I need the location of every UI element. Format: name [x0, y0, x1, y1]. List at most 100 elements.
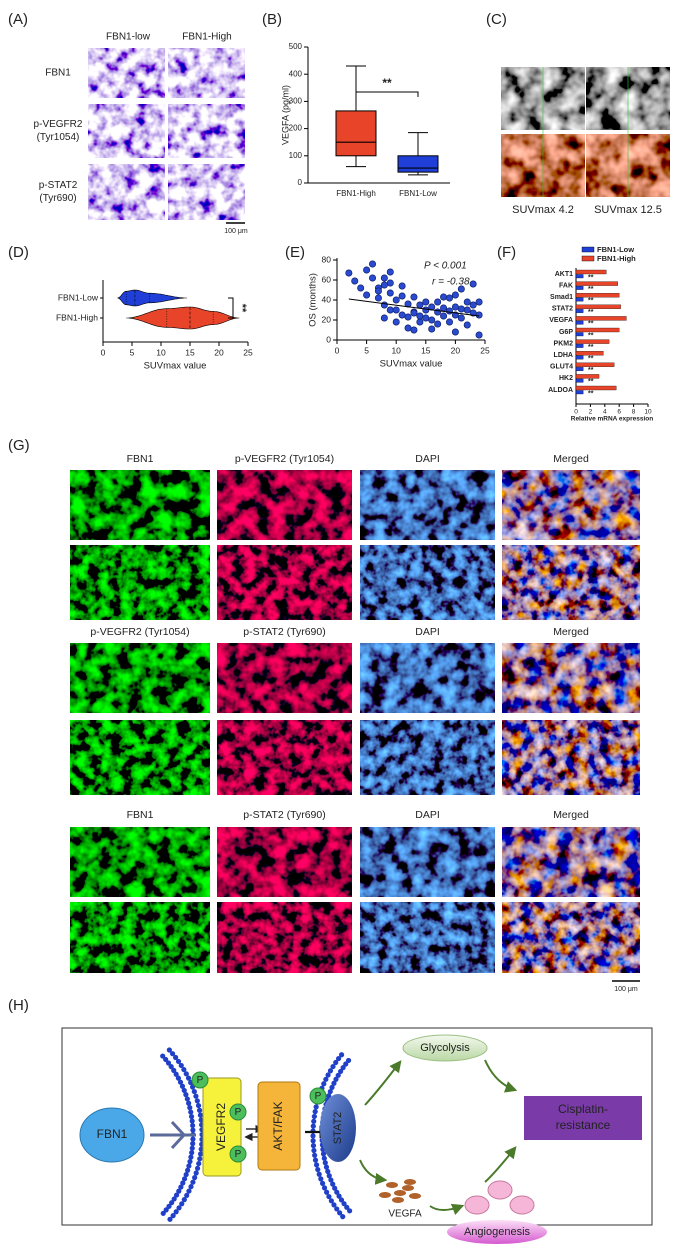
membrane-bead	[166, 1203, 172, 1209]
significance: **	[588, 379, 594, 386]
point	[463, 306, 471, 314]
image-panel	[217, 827, 352, 897]
column-header: FBN1-High	[182, 32, 231, 43]
bar	[575, 269, 607, 275]
node-shape	[79, 1107, 145, 1163]
point	[416, 318, 424, 326]
membrane-bead	[180, 1180, 186, 1186]
category-label: PKM2	[554, 340, 574, 347]
membrane-bead	[326, 1093, 332, 1099]
violin	[117, 289, 188, 307]
bar	[575, 390, 584, 395]
membrane-bead	[178, 1062, 184, 1069]
point	[463, 298, 471, 306]
membrane-bead	[193, 1170, 199, 1176]
vegfa-particle	[379, 1192, 391, 1198]
phospho-marker	[229, 1145, 247, 1163]
membrane-bead	[173, 1054, 179, 1061]
arrow	[429, 1203, 465, 1216]
membrane-bead	[312, 1109, 318, 1115]
panel-label: (H)	[8, 997, 29, 1014]
membrane-bead	[187, 1158, 193, 1165]
membrane-bead	[196, 1160, 202, 1167]
membrane-bead	[178, 1184, 184, 1190]
x-tick-label: FBN1-High	[336, 189, 376, 198]
y-tick-label: 100	[289, 151, 303, 160]
membrane-bead	[171, 1067, 177, 1073]
point	[416, 312, 424, 320]
point	[386, 268, 394, 276]
node-label: resistance	[556, 1118, 611, 1132]
membrane-bead	[188, 1109, 194, 1115]
category-label: Smad1	[550, 294, 573, 301]
image-panel	[217, 545, 352, 620]
bar	[575, 293, 620, 298]
membrane-bead	[192, 1175, 198, 1181]
point	[404, 324, 412, 332]
point	[463, 321, 471, 329]
point	[469, 280, 477, 288]
arrow	[484, 1059, 518, 1093]
column-header: DAPI	[415, 626, 440, 638]
image-panel	[88, 104, 165, 158]
membrane-bead	[323, 1164, 330, 1170]
x-tick-label: 2	[589, 409, 593, 416]
membrane-bead	[331, 1080, 337, 1086]
vessel-cell	[509, 1195, 535, 1215]
x-tick-label: 5	[130, 347, 135, 357]
point	[445, 294, 453, 302]
membrane-bead	[187, 1105, 193, 1111]
annotation: P < 0.001	[424, 261, 467, 272]
significance: **	[588, 286, 594, 293]
x-tick-label: 4	[603, 409, 607, 416]
significance: **	[588, 298, 594, 305]
membrane-bead	[335, 1072, 341, 1078]
column-header: DAPI	[415, 809, 440, 821]
bar	[575, 355, 584, 360]
point	[475, 298, 483, 306]
membrane-bead	[310, 1123, 316, 1129]
membrane-bead	[340, 1214, 346, 1220]
point	[392, 306, 400, 314]
node-label: FBN1	[97, 1127, 128, 1141]
category-label: G6P	[559, 329, 573, 336]
membrane-bead	[179, 1083, 186, 1089]
significance: **	[588, 321, 594, 328]
point	[475, 311, 483, 319]
point	[422, 306, 430, 314]
membrane-bead	[168, 1064, 174, 1070]
panel-label: (A)	[8, 11, 28, 28]
y-tick-label: 40	[322, 294, 332, 304]
x-tick-label: FBN1-Low	[399, 189, 437, 198]
vegfa-particle	[409, 1193, 421, 1199]
legend-swatch	[581, 246, 595, 253]
bar	[575, 367, 584, 371]
image-panel	[502, 545, 640, 620]
membrane-bead	[341, 1201, 347, 1207]
membrane-bead	[313, 1104, 319, 1110]
membrane-bead	[183, 1092, 189, 1098]
x-tick-label: 8	[632, 409, 636, 416]
x-tick-label: 15	[421, 345, 431, 355]
point	[440, 293, 448, 301]
y-tick-label: FBN1-Low	[58, 292, 99, 302]
vessel-cell	[487, 1180, 513, 1200]
category-label: AKT1	[555, 271, 573, 278]
image-panel	[70, 545, 210, 620]
image-panel	[360, 827, 495, 897]
point	[434, 308, 442, 316]
y-tick-label: 400	[289, 69, 303, 78]
membrane-bead	[185, 1075, 192, 1081]
membrane-bead	[311, 1113, 317, 1120]
point	[410, 309, 418, 317]
membrane-bead	[173, 1192, 180, 1198]
arrow	[359, 1159, 388, 1185]
membrane-bead	[322, 1160, 328, 1166]
membrane-bead	[316, 1171, 322, 1177]
bar	[575, 351, 604, 356]
point	[369, 260, 377, 268]
column-header: p-VEGFR2 (Tyr1054)	[235, 453, 334, 465]
x-tick-label: 20	[214, 347, 224, 357]
column-header: FBN1	[127, 809, 154, 821]
panel-label: (D)	[8, 244, 29, 261]
